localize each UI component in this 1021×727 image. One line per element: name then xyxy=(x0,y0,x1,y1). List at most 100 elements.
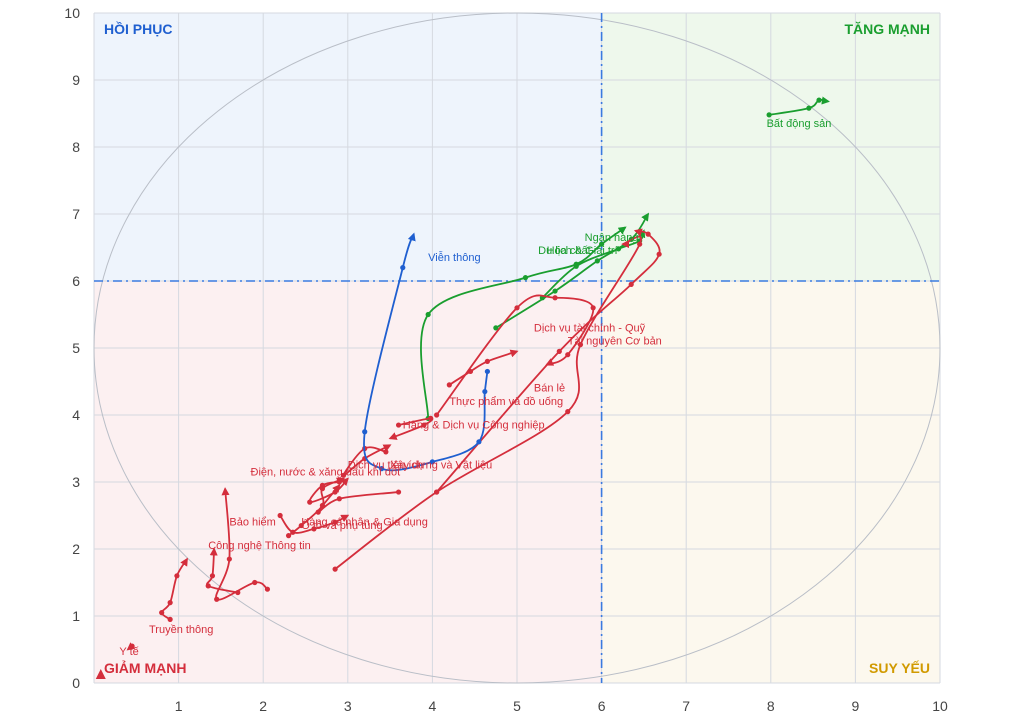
series-point xyxy=(429,459,435,465)
y-tick-label: 7 xyxy=(72,206,80,222)
x-tick-label: 5 xyxy=(513,698,521,714)
series-point xyxy=(556,348,562,354)
series-point xyxy=(565,352,571,358)
series-point xyxy=(336,496,342,502)
series-label: Thực phẩm và đồ uống xyxy=(449,396,563,408)
x-tick-label: 4 xyxy=(429,698,437,714)
y-tick-label: 5 xyxy=(72,340,80,356)
series-point xyxy=(565,409,571,415)
series-point xyxy=(645,231,651,237)
series-point xyxy=(482,388,488,395)
quadrant-label-hoi: HỒI PHỤC xyxy=(104,20,172,37)
series-point xyxy=(484,358,490,364)
series-13 xyxy=(277,512,350,535)
series-point xyxy=(332,519,338,525)
series-7 xyxy=(446,349,519,388)
series-point xyxy=(594,258,600,264)
series-point xyxy=(159,610,165,616)
series-point xyxy=(552,295,558,301)
series-point xyxy=(590,305,596,311)
series-point xyxy=(332,566,338,572)
y-tick-label: 4 xyxy=(72,407,80,423)
series-12 xyxy=(285,477,346,539)
series-point xyxy=(766,112,772,118)
series-label: Ô tô và phụ tùng xyxy=(301,519,382,532)
x-tick-label: 1 xyxy=(175,698,183,714)
series-label: Công nghệ Thông tin xyxy=(208,540,311,552)
series-label: Ngân hàng xyxy=(585,232,639,244)
reference-ellipse xyxy=(93,12,941,684)
series-point xyxy=(319,486,326,492)
series-point xyxy=(129,643,135,649)
series-point xyxy=(277,512,283,519)
series-point xyxy=(493,325,499,331)
series-14 xyxy=(214,487,271,602)
series-16 xyxy=(159,557,188,622)
series-point xyxy=(379,466,385,472)
y-tick-label: 1 xyxy=(72,608,80,624)
series-point xyxy=(298,522,304,529)
series-label: Dịch vụ tài chính - Quỹ xyxy=(534,322,646,334)
series-point xyxy=(615,246,622,252)
series-point xyxy=(599,241,605,247)
extra-point xyxy=(95,668,106,679)
series-point xyxy=(577,342,584,348)
series-label: Bán lẻ xyxy=(534,383,565,395)
series-point xyxy=(476,439,482,445)
series-label: Dịch vụ tiện ích xyxy=(348,460,423,472)
series-point xyxy=(167,616,173,622)
series-point xyxy=(816,97,822,103)
series-point xyxy=(395,422,402,428)
series-point xyxy=(307,499,313,505)
series-label: Viễn thông xyxy=(428,251,480,264)
series-point xyxy=(446,382,452,388)
series-label: Điện, nước & xăng dầu khí đốt xyxy=(251,466,401,478)
series-point xyxy=(319,502,326,509)
series-line xyxy=(363,232,489,472)
series-label: Bảo hiểm xyxy=(229,517,275,529)
series-4 xyxy=(434,294,596,418)
series-point xyxy=(264,586,271,592)
series-label: Xây dựng và Vật liệu xyxy=(390,460,492,472)
series-point xyxy=(467,368,474,375)
y-tick-label: 3 xyxy=(72,474,80,490)
y-tick-label: 0 xyxy=(72,675,80,691)
series-point xyxy=(552,288,558,294)
series-point xyxy=(421,422,427,428)
series-point xyxy=(167,600,173,606)
series-17 xyxy=(126,642,136,651)
series-point xyxy=(340,472,347,478)
series-point xyxy=(434,489,440,495)
series-label: Tài nguyên Cơ bản xyxy=(568,336,662,348)
quadrant-label-tang: TĂNG MẠNH xyxy=(844,21,930,37)
x-tick-label: 7 xyxy=(682,698,690,714)
series-point xyxy=(806,105,812,111)
series-point xyxy=(395,489,402,495)
series-point xyxy=(628,281,634,287)
x-tick-label: 3 xyxy=(344,698,352,714)
series-point xyxy=(332,489,338,495)
series-point xyxy=(205,583,211,589)
series-point xyxy=(522,275,529,281)
series-point xyxy=(428,415,434,421)
series-point xyxy=(209,573,216,579)
series-line xyxy=(768,96,830,116)
series-point xyxy=(656,251,662,257)
series-point xyxy=(174,573,180,579)
series-line xyxy=(206,547,239,594)
series-6 xyxy=(332,235,643,572)
series-point xyxy=(573,261,579,267)
quadrant-label-suy: SUY YẾU xyxy=(869,660,930,676)
series-line xyxy=(448,349,519,386)
series-point xyxy=(290,529,296,535)
series-15 xyxy=(205,547,241,596)
series-point xyxy=(484,368,490,375)
series-point xyxy=(235,589,241,596)
series-point xyxy=(311,526,317,532)
series-point xyxy=(383,449,389,455)
x-tick-label: 2 xyxy=(259,698,267,714)
series-9 xyxy=(340,444,392,478)
series-point xyxy=(425,311,431,318)
